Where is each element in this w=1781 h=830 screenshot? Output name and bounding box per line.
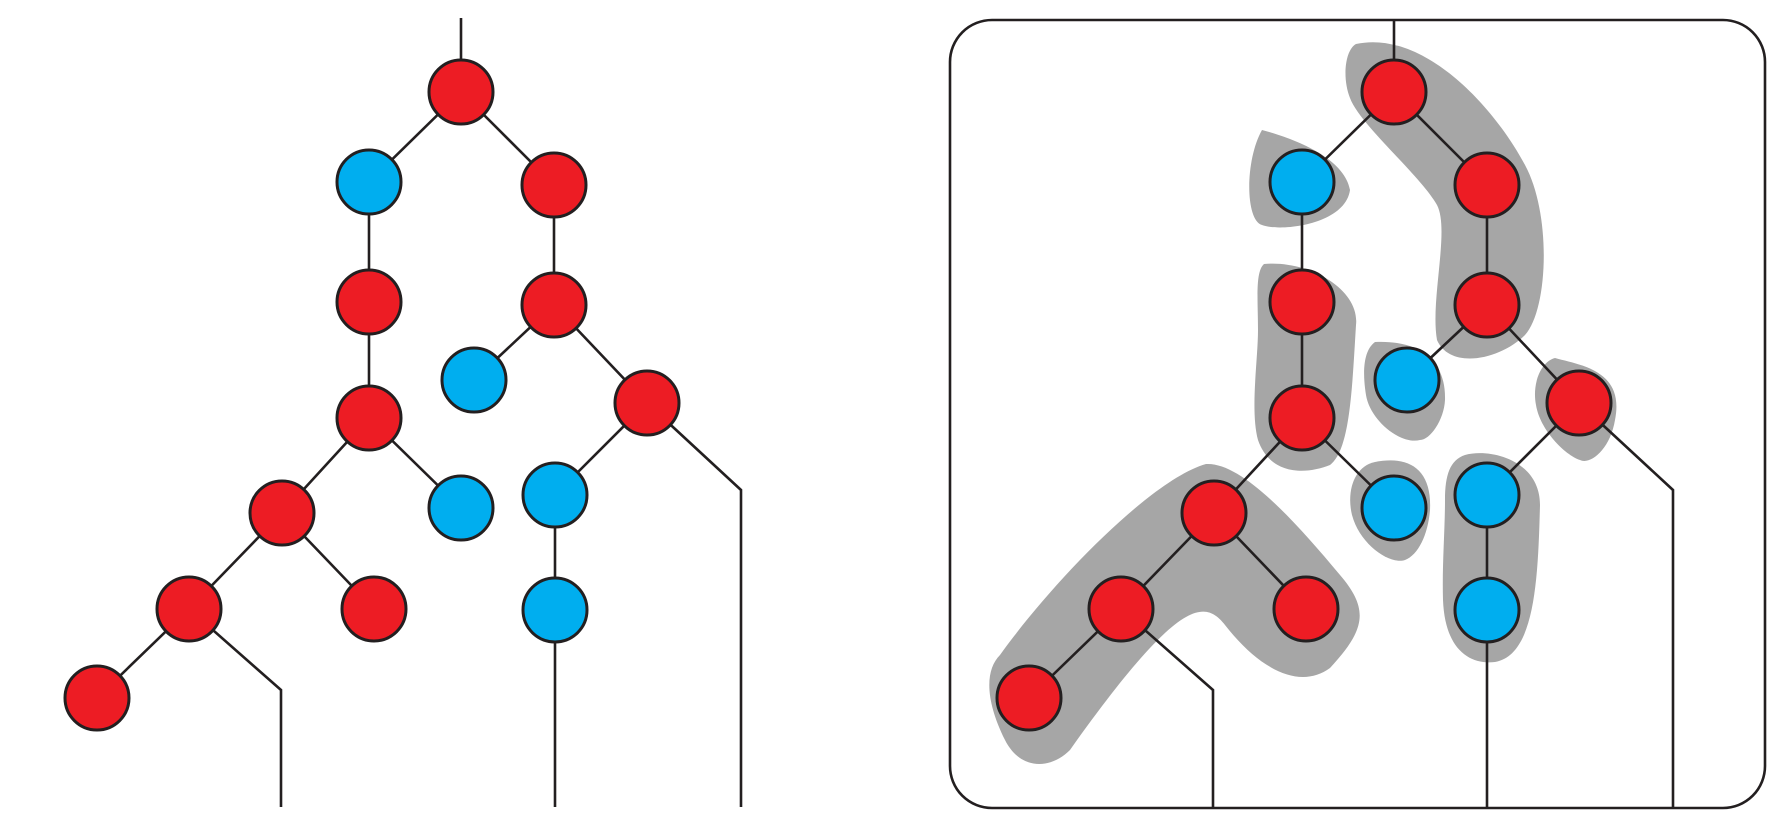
red-node bbox=[1268, 268, 1336, 336]
red-node bbox=[1453, 151, 1521, 219]
cluster-blob-bottom-left bbox=[989, 463, 1360, 764]
left-tree-nodes bbox=[63, 58, 681, 732]
blue-node bbox=[1373, 346, 1441, 414]
red-node bbox=[995, 664, 1063, 732]
red-node bbox=[1453, 271, 1521, 339]
red-node bbox=[335, 384, 403, 452]
red-node bbox=[1180, 479, 1248, 547]
edge-open-branch bbox=[646, 402, 743, 807]
red-node bbox=[340, 575, 408, 643]
blue-node bbox=[427, 474, 495, 542]
blue-node bbox=[521, 461, 589, 529]
blue-node bbox=[440, 346, 508, 414]
edge-open-branch bbox=[1578, 402, 1675, 808]
red-node bbox=[613, 369, 681, 437]
red-node bbox=[335, 268, 403, 336]
edge-open-branch bbox=[188, 608, 283, 807]
red-node bbox=[427, 58, 495, 126]
right-tree-panel bbox=[948, 18, 1767, 810]
edge-open-branch bbox=[1120, 608, 1215, 808]
red-node bbox=[520, 151, 588, 219]
blue-node bbox=[1268, 148, 1336, 216]
red-node bbox=[155, 575, 223, 643]
red-node bbox=[1087, 575, 1155, 643]
red-node bbox=[1272, 575, 1340, 643]
left-tree-panel bbox=[63, 18, 743, 807]
panel-frame bbox=[948, 18, 1767, 810]
red-node bbox=[520, 271, 588, 339]
right-tree-nodes bbox=[995, 58, 1613, 732]
blue-node bbox=[1453, 576, 1521, 644]
blue-node bbox=[1360, 474, 1428, 542]
blue-node bbox=[335, 148, 403, 216]
red-node bbox=[63, 664, 131, 732]
red-node bbox=[1268, 384, 1336, 452]
red-node bbox=[248, 479, 316, 547]
red-node bbox=[1360, 58, 1428, 126]
blue-node bbox=[521, 576, 589, 644]
blue-node bbox=[1453, 461, 1521, 529]
red-node bbox=[1545, 369, 1613, 437]
